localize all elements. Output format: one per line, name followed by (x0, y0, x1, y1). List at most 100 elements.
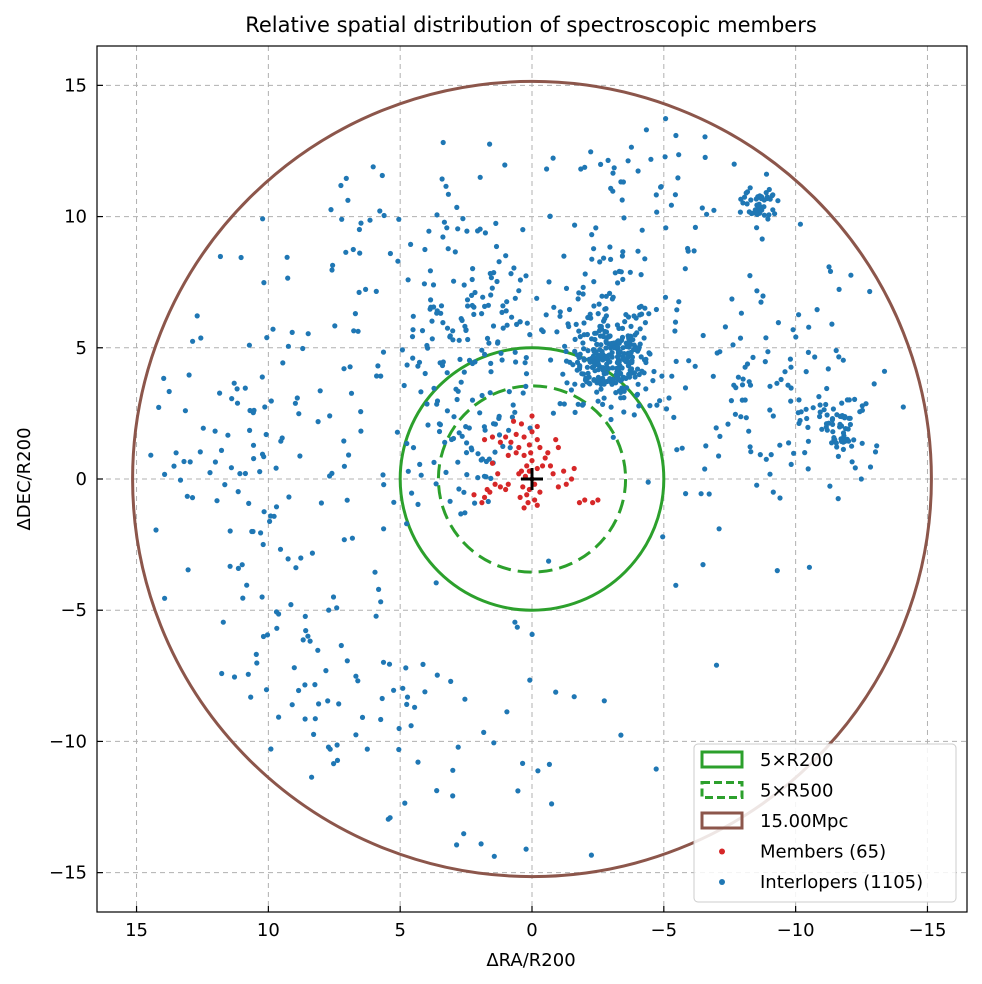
interloper-point-700 (234, 386, 240, 392)
interloper-point-354 (770, 192, 776, 198)
y-axis-label: ΔDEC/R200 (14, 427, 35, 530)
interloper-point-964 (620, 249, 626, 255)
interloper-point-884 (386, 661, 393, 667)
interloper-point-833 (475, 475, 481, 481)
interloper-point-905 (309, 774, 315, 780)
interloper-point-944 (571, 694, 577, 700)
interloper-point-824 (442, 439, 448, 445)
member-point-57 (479, 500, 485, 506)
interloper-point-914 (515, 788, 521, 794)
interloper-point-950 (588, 149, 594, 155)
interloper-point-186 (626, 372, 632, 378)
interloper-point-711 (268, 398, 274, 404)
interloper-point-963 (668, 202, 675, 208)
interloper-point-629 (729, 296, 735, 302)
interloper-point-371 (754, 211, 760, 217)
interloper-point-798 (488, 475, 494, 481)
interloper-point-932 (491, 740, 497, 746)
interloper-point-870 (353, 673, 359, 679)
interloper-point-416 (851, 437, 857, 443)
interloper-point-444 (842, 415, 848, 421)
member-point-52 (497, 484, 503, 490)
interloper-point-1051 (713, 662, 720, 668)
interloper-point-300 (595, 311, 601, 317)
interloper-point-830 (466, 357, 473, 363)
interloper-point-291 (642, 320, 649, 326)
interloper-point-899 (316, 701, 322, 707)
interloper-point-831 (437, 422, 443, 428)
interloper-point-154 (650, 378, 656, 384)
interloper-point-509 (500, 325, 506, 331)
interloper-point-659 (770, 489, 776, 495)
interloper-point-319 (602, 306, 608, 312)
interloper-point-294 (591, 377, 597, 383)
interloper-point-692 (237, 471, 243, 477)
interloper-point-440 (859, 440, 865, 446)
interloper-point-783 (496, 432, 503, 438)
interloper-point-332 (576, 328, 582, 334)
interloper-point-1001 (328, 207, 334, 213)
interloper-point-336 (554, 329, 560, 335)
interloper-point-549 (444, 225, 450, 231)
interloper-point-641 (825, 366, 831, 372)
member-point-36 (529, 413, 535, 419)
interloper-point-769 (187, 459, 193, 465)
interloper-point-879 (334, 605, 340, 611)
interloper-point-929 (504, 709, 510, 715)
interloper-point-968 (598, 161, 604, 167)
interloper-point-906 (408, 723, 414, 729)
interloper-point-524 (445, 246, 451, 252)
interloper-point-886 (276, 611, 282, 617)
interloper-point-650 (834, 412, 840, 418)
member-point-58 (471, 492, 477, 498)
interloper-point-678 (247, 427, 253, 433)
interloper-point-683 (207, 470, 213, 476)
interloper-point-727 (464, 472, 470, 478)
interloper-point-631 (754, 482, 760, 488)
interloper-point-818 (443, 469, 449, 475)
interloper-point-333 (591, 303, 597, 309)
interloper-point-246 (638, 354, 644, 360)
interloper-point-245 (610, 365, 616, 371)
interloper-point-1065 (219, 670, 225, 677)
interloper-point-746 (292, 400, 298, 406)
interloper-point-290 (601, 255, 607, 261)
interloper-point-710 (271, 513, 277, 519)
interloper-point-617 (750, 354, 756, 360)
interloper-point-1099 (258, 530, 264, 536)
interloper-point-787 (415, 501, 421, 507)
interloper-point-645 (775, 320, 782, 326)
interloper-point-591 (836, 286, 842, 292)
interloper-point-745 (289, 329, 295, 335)
interloper-point-432 (824, 412, 830, 418)
interloper-point-350 (766, 212, 772, 218)
interloper-point-677 (294, 395, 300, 401)
interloper-point-125 (557, 401, 563, 407)
interloper-point-646 (826, 264, 832, 270)
member-point-19 (516, 471, 522, 477)
interloper-point-685 (352, 311, 358, 317)
interloper-point-956 (544, 166, 550, 172)
interloper-point-616 (770, 413, 776, 419)
interloper-point-1028 (493, 220, 499, 226)
interloper-point-761 (235, 489, 241, 495)
interloper-point-322 (580, 284, 586, 290)
x-tick-label-2: 5 (394, 920, 405, 941)
interloper-point-523 (469, 276, 475, 283)
interloper-point-487 (426, 228, 432, 234)
interloper-point-531 (450, 328, 456, 334)
interloper-point-840 (496, 415, 502, 421)
interloper-point-436 (810, 405, 816, 411)
interloper-point-378 (757, 193, 763, 199)
interloper-point-814 (462, 510, 468, 516)
interloper-point-561 (488, 275, 494, 281)
interloper-point-995 (345, 197, 351, 203)
interloper-point-976 (654, 209, 660, 215)
interloper-point-781 (485, 498, 491, 505)
interloper-point-272 (581, 320, 587, 326)
interloper-point-728 (259, 374, 265, 380)
interloper-point-996 (408, 241, 414, 247)
interloper-point-1013 (395, 258, 401, 264)
interloper-point-657 (754, 288, 760, 294)
interloper-point-564 (405, 277, 411, 283)
